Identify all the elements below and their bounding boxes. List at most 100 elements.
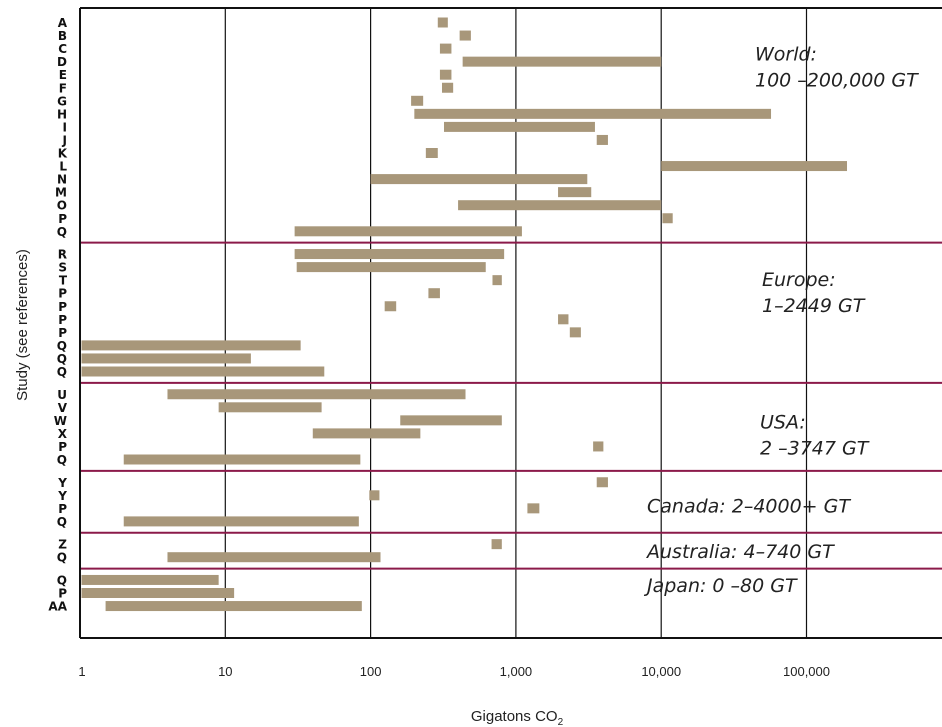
study-label: Q xyxy=(57,225,67,239)
region-label: World: 100 –200,000 GT xyxy=(755,44,919,92)
region-dividers xyxy=(80,241,942,570)
region-label: Canada: 2–4000+ GT xyxy=(647,495,851,517)
range-bar xyxy=(569,327,581,338)
region-label-line: USA: xyxy=(760,411,806,433)
range-bar xyxy=(558,187,592,198)
region-label: Europe: 1–2449 GT xyxy=(762,269,866,317)
study-label: M xyxy=(55,186,67,200)
range-bar xyxy=(439,69,452,80)
region-labels: World: 100 –200,000 GT Europe: 1–2449 GT USA… xyxy=(643,44,919,597)
range-bar xyxy=(384,301,397,312)
study-label: Z xyxy=(58,538,67,552)
range-bar xyxy=(296,262,486,273)
range-bar xyxy=(400,415,502,426)
x-tick-label: 1,000 xyxy=(500,664,533,679)
study-label: P xyxy=(58,326,67,340)
study-label: P xyxy=(58,313,67,327)
region-label-line: Canada: 2–4000+ GT xyxy=(647,495,851,517)
study-label: P xyxy=(58,287,67,301)
study-label: P xyxy=(58,587,67,601)
study-label: O xyxy=(57,199,67,213)
region-label: Australia: 4–740 GT xyxy=(645,541,835,563)
range-bar xyxy=(596,477,608,488)
range-bar xyxy=(459,30,471,41)
study-label: I xyxy=(63,120,67,134)
region-label-line: 2 –3747 GT xyxy=(760,437,870,459)
study-label: F xyxy=(59,81,67,95)
study-label: Y xyxy=(57,489,67,503)
range-bar xyxy=(369,490,380,501)
study-label: Q xyxy=(57,339,67,353)
range-bar xyxy=(81,353,251,364)
x-axis-label-subscript: 2 xyxy=(558,717,564,727)
study-label: Q xyxy=(57,352,67,366)
study-label: Y xyxy=(57,476,67,490)
axes-frame xyxy=(79,7,942,639)
range-bar xyxy=(411,95,424,106)
study-label: AA xyxy=(48,600,67,614)
region-label: USA: 2 –3747 GT xyxy=(760,411,870,459)
range-bar xyxy=(81,588,235,598)
range-bar xyxy=(437,17,448,28)
range-bar xyxy=(81,574,219,585)
study-label: P xyxy=(58,440,67,454)
study-label: K xyxy=(58,147,68,161)
study-label: P xyxy=(58,502,67,516)
range-bar xyxy=(439,43,452,54)
study-label: Q xyxy=(57,515,67,529)
study-label: Q xyxy=(57,365,67,379)
study-label: C xyxy=(58,42,67,56)
range-bar xyxy=(294,249,505,260)
study-label: A xyxy=(58,16,68,30)
range-bar xyxy=(167,552,381,563)
range-bar xyxy=(593,441,604,452)
study-label: Q xyxy=(57,573,67,587)
range-bar xyxy=(458,200,662,211)
study-label: W xyxy=(54,414,67,428)
study-label: S xyxy=(58,261,67,275)
study-label: V xyxy=(58,401,68,415)
x-tick-label: 100 xyxy=(360,664,382,679)
x-tick-label: 10 xyxy=(218,664,232,679)
study-label: Q xyxy=(57,551,67,565)
range-bar xyxy=(294,226,522,237)
range-bar xyxy=(105,601,362,612)
x-axis-label-main: Gigatons CO xyxy=(471,708,558,725)
range-bar xyxy=(596,134,608,145)
range-bar xyxy=(414,108,772,119)
x-axis-label: Gigatons CO2 xyxy=(471,708,564,727)
study-label: N xyxy=(57,173,67,187)
study-label: U xyxy=(57,388,67,402)
study-label: T xyxy=(59,274,68,288)
bars xyxy=(81,17,848,612)
range-bar xyxy=(558,314,569,325)
study-label: R xyxy=(58,248,67,262)
range-bar xyxy=(425,148,438,158)
range-bar xyxy=(167,389,466,400)
range-bar xyxy=(428,288,440,299)
study-label: X xyxy=(58,427,68,441)
region-label-line: World: xyxy=(755,44,817,66)
study-label: P xyxy=(58,300,67,314)
range-bar xyxy=(218,402,322,413)
range-bar xyxy=(443,121,595,132)
range-bar xyxy=(312,428,421,439)
y-axis-label: Study (see references) xyxy=(14,249,31,401)
region-label-line: Australia: 4–740 GT xyxy=(645,541,835,563)
range-bar xyxy=(123,516,359,527)
x-tick-labels: 1 10 100 1,000 10,000 100,000 xyxy=(78,664,830,679)
study-label: B xyxy=(58,29,67,43)
range-bar xyxy=(491,539,502,550)
x-tick-label: 10,000 xyxy=(641,664,681,679)
range-bar xyxy=(661,161,848,172)
region-label-line: Japan: 0 –80 GT xyxy=(643,575,798,597)
study-label: G xyxy=(57,94,67,108)
study-label: J xyxy=(62,133,67,147)
region-label-line: 1–2449 GT xyxy=(762,295,866,317)
study-label: Q xyxy=(57,453,67,467)
range-bar xyxy=(462,56,662,67)
region-label-line: Europe: xyxy=(762,269,836,291)
range-bar xyxy=(123,454,361,465)
range-bar xyxy=(662,213,673,224)
